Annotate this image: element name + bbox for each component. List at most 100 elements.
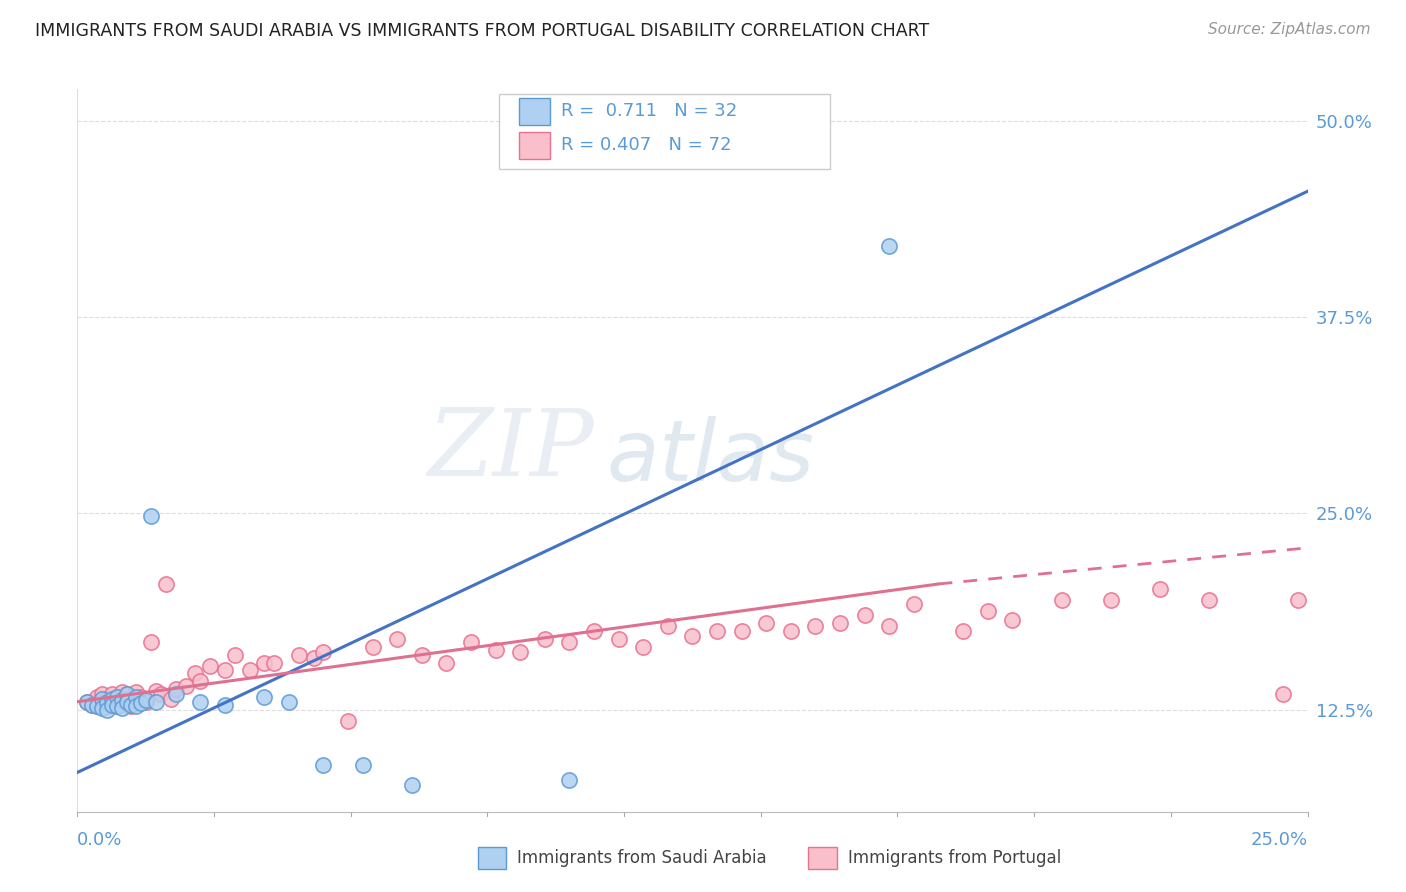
Point	[460, 635, 482, 649]
Point	[682, 629, 704, 643]
Point	[125, 699, 148, 714]
Point	[86, 699, 108, 714]
Point	[361, 640, 384, 654]
Point	[288, 648, 311, 662]
Text: Immigrants from Saudi Arabia: Immigrants from Saudi Arabia	[517, 849, 768, 867]
Point	[558, 635, 581, 649]
Point	[90, 691, 114, 706]
Point	[239, 664, 262, 678]
Point	[436, 656, 458, 670]
Point	[509, 644, 531, 658]
Point	[121, 691, 143, 706]
Point	[96, 703, 118, 717]
Point	[337, 714, 360, 728]
Point	[731, 624, 754, 639]
Point	[125, 690, 148, 704]
Point	[485, 643, 508, 657]
Point	[706, 624, 728, 639]
Text: R =  0.711   N = 32: R = 0.711 N = 32	[561, 103, 737, 120]
Point	[129, 690, 153, 704]
Point	[1099, 592, 1122, 607]
Point	[76, 695, 98, 709]
Point	[115, 695, 138, 709]
Point	[82, 698, 104, 712]
Point	[903, 598, 925, 612]
Point	[534, 632, 557, 646]
Point	[141, 635, 163, 649]
Point	[780, 624, 803, 639]
Point	[879, 239, 901, 253]
Point	[214, 664, 236, 678]
Point	[115, 698, 138, 712]
Point	[160, 691, 183, 706]
Point	[105, 690, 128, 704]
Point	[1001, 613, 1024, 627]
Point	[174, 679, 197, 693]
Point	[165, 682, 187, 697]
Point	[111, 701, 132, 715]
Point	[1149, 582, 1171, 596]
Point	[583, 624, 606, 639]
Text: Immigrants from Portugal: Immigrants from Portugal	[848, 849, 1062, 867]
Point	[90, 687, 114, 701]
Point	[101, 691, 124, 706]
Point	[82, 698, 104, 712]
Point	[755, 616, 778, 631]
Point	[111, 695, 132, 709]
Point	[96, 691, 118, 706]
Point	[253, 656, 276, 670]
Point	[352, 757, 374, 772]
Point	[96, 695, 118, 709]
Point	[853, 608, 876, 623]
Text: IMMIGRANTS FROM SAUDI ARABIA VS IMMIGRANTS FROM PORTUGAL DISABILITY CORRELATION : IMMIGRANTS FROM SAUDI ARABIA VS IMMIGRAN…	[35, 22, 929, 40]
Point	[86, 690, 108, 704]
Point	[633, 640, 655, 654]
Point	[188, 695, 212, 709]
Point	[90, 701, 114, 715]
Point	[952, 624, 974, 639]
Point	[200, 658, 222, 673]
Text: 0.0%: 0.0%	[77, 830, 122, 848]
Point	[101, 698, 124, 712]
Point	[101, 696, 124, 710]
Point	[135, 693, 157, 707]
Point	[607, 632, 630, 646]
Point	[155, 577, 177, 591]
Point	[188, 674, 212, 689]
Point	[263, 656, 285, 670]
Point	[278, 695, 301, 709]
Point	[111, 693, 132, 707]
Point	[111, 685, 132, 699]
Text: ZIP: ZIP	[427, 406, 595, 495]
Point	[830, 616, 852, 631]
Point	[312, 644, 335, 658]
Point	[879, 619, 901, 633]
Point	[977, 604, 1000, 618]
Point	[135, 695, 157, 709]
Text: atlas: atlas	[606, 417, 814, 500]
Point	[224, 648, 246, 662]
Point	[1272, 687, 1295, 701]
Point	[129, 696, 153, 710]
Point	[411, 648, 433, 662]
Point	[115, 687, 138, 701]
Point	[302, 650, 325, 665]
Point	[1286, 592, 1309, 607]
Point	[1050, 592, 1073, 607]
Point	[165, 687, 187, 701]
Point	[90, 696, 114, 710]
Point	[145, 683, 167, 698]
Point	[76, 695, 98, 709]
Point	[101, 687, 124, 701]
Point	[121, 698, 143, 712]
Text: 25.0%: 25.0%	[1250, 830, 1308, 848]
Point	[184, 666, 207, 681]
Point	[1198, 592, 1220, 607]
Text: R = 0.407   N = 72: R = 0.407 N = 72	[561, 136, 731, 154]
Point	[105, 699, 128, 714]
Point	[105, 699, 128, 714]
Point	[804, 619, 827, 633]
Point	[125, 685, 148, 699]
Point	[141, 509, 163, 524]
Point	[121, 699, 143, 714]
